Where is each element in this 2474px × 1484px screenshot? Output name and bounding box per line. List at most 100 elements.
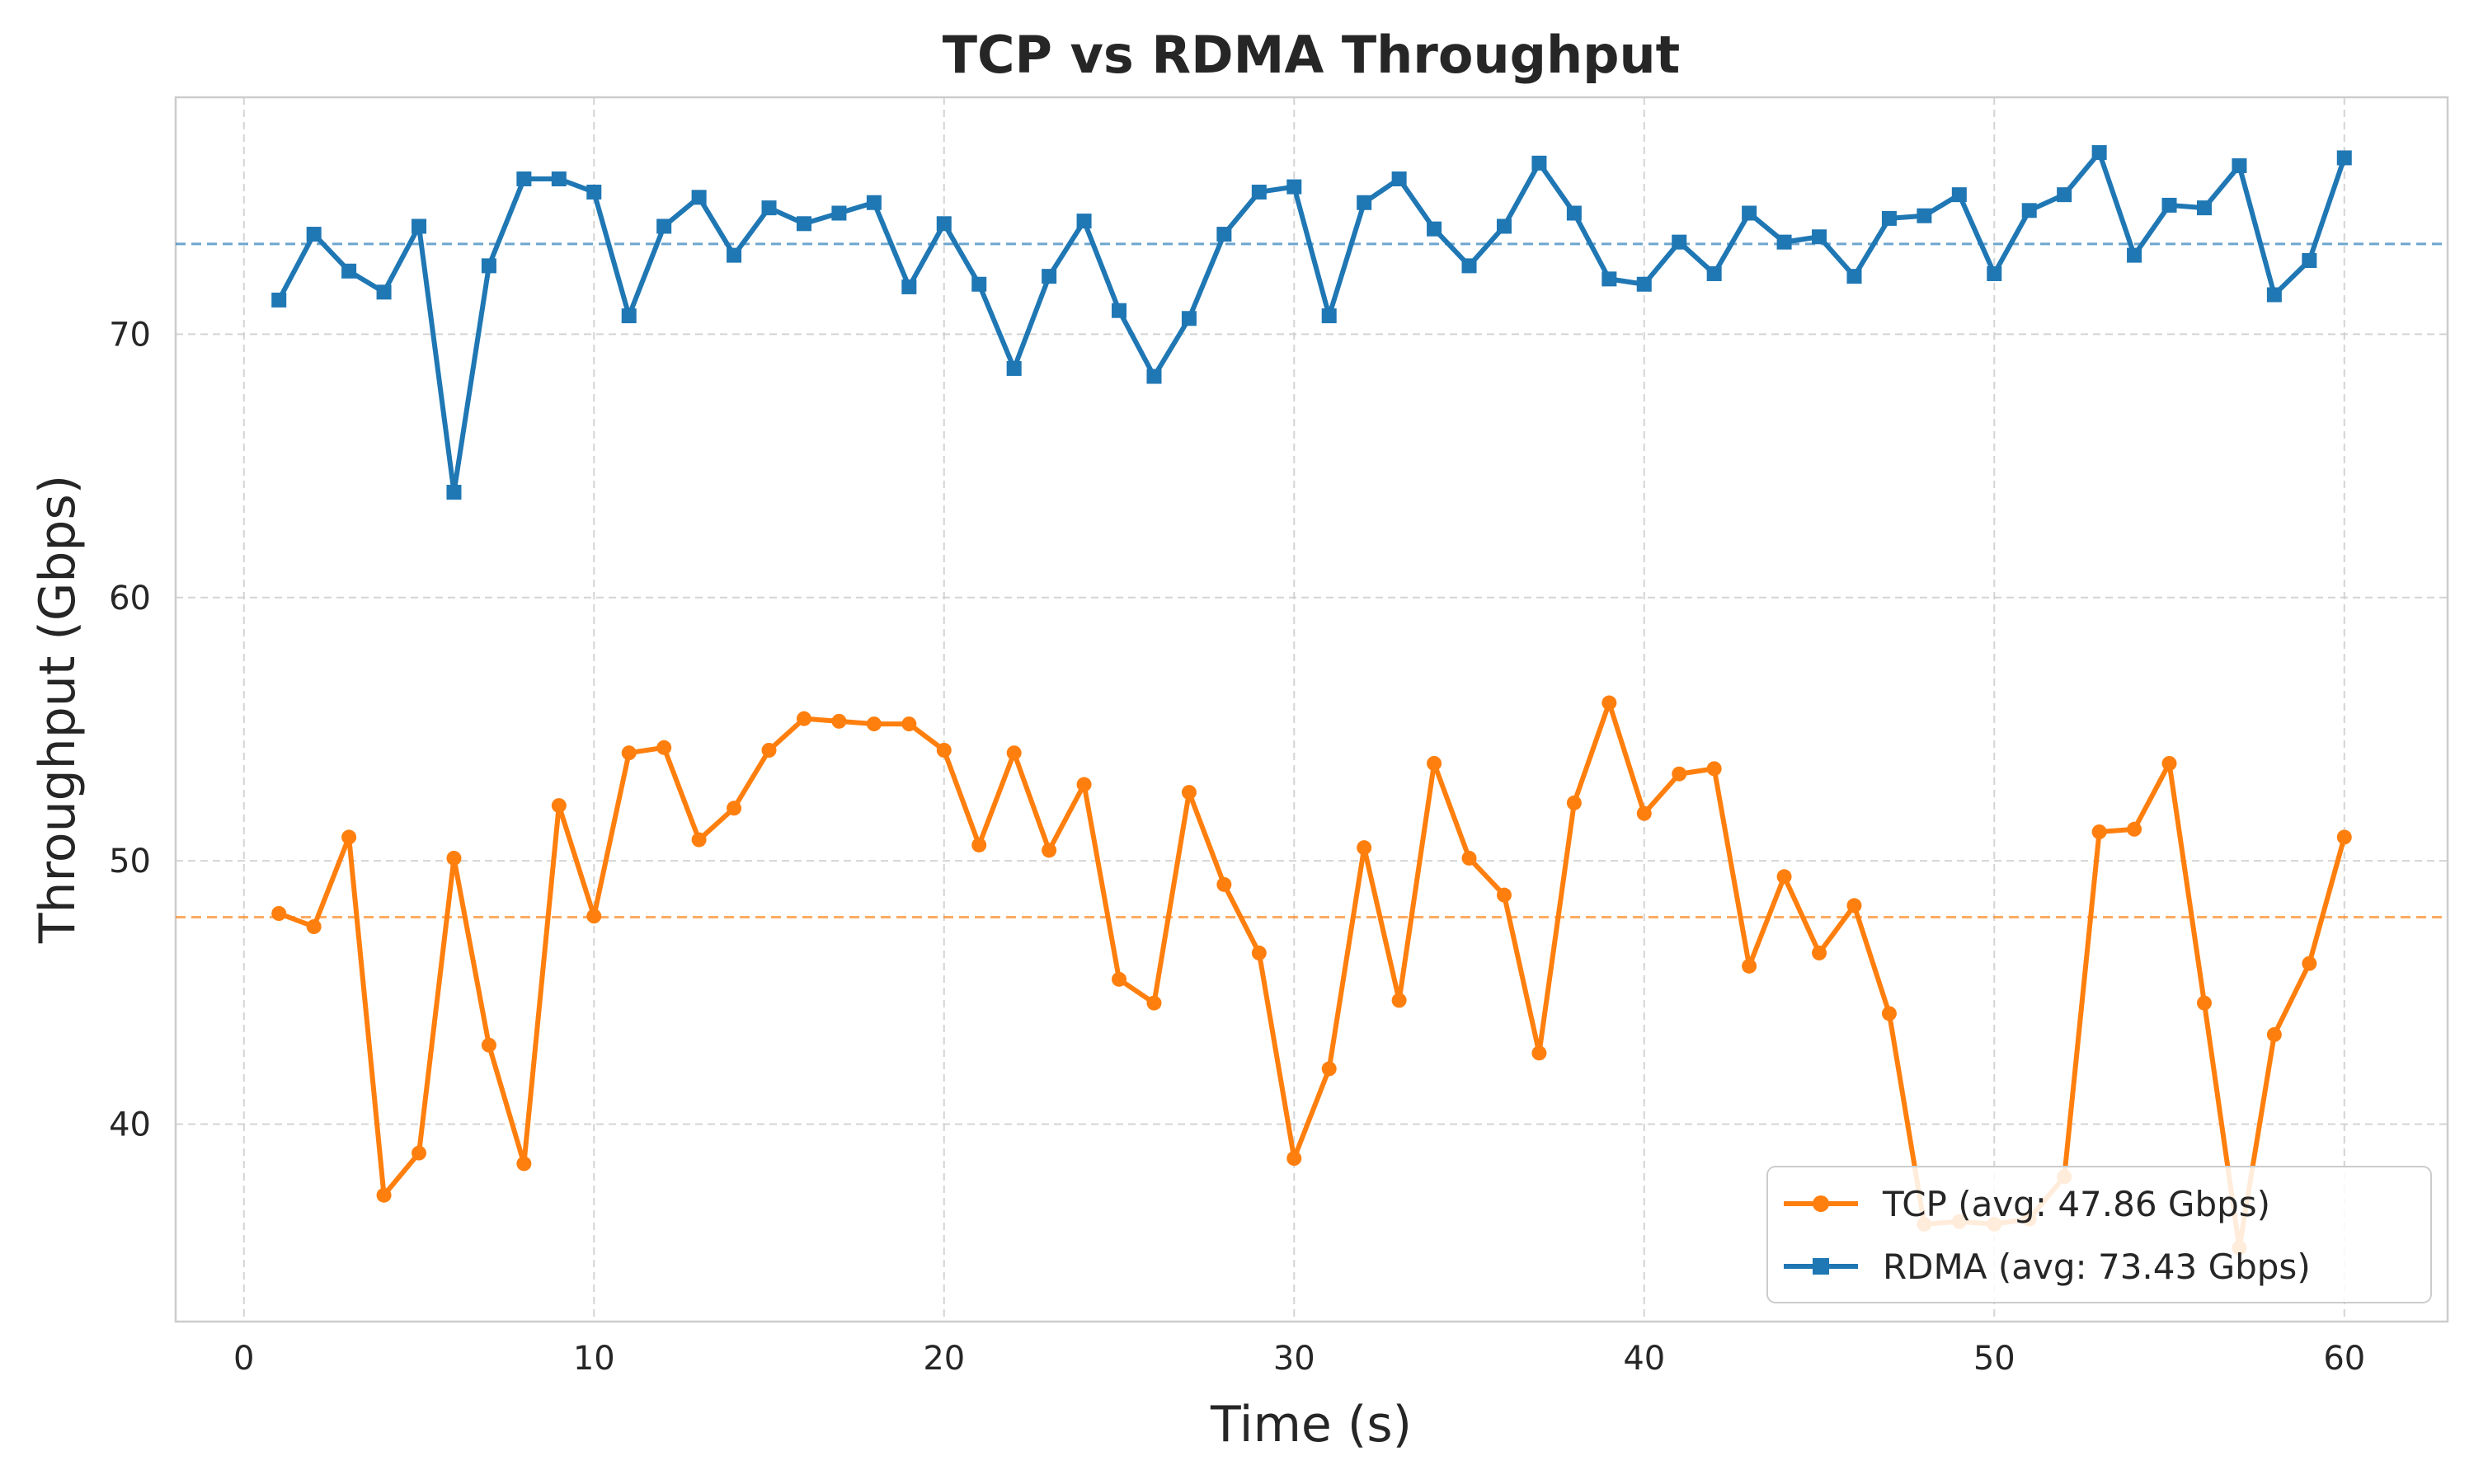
data-point [481,1037,496,1053]
data-point [1427,755,1442,771]
data-point [2302,956,2317,971]
data-point [1672,766,1687,782]
data-point [1776,869,1792,885]
data-point [761,743,777,758]
data-point [1706,265,1722,281]
data-point [341,263,357,279]
legend-box [1766,1166,2432,1303]
data-point [271,292,287,308]
x-tick-label: 0 [233,1340,254,1378]
y-axis-label: Throughput (Gbps) [29,475,87,944]
data-point [1112,303,1127,318]
y-tick-label: 50 [109,843,151,881]
data-point [936,743,952,758]
data-point [1461,258,1477,274]
data-point [2336,829,2352,845]
data-point [1742,205,1757,221]
y-tick-label: 40 [109,1106,151,1144]
data-point [551,798,567,814]
data-point [1881,210,1897,226]
x-tick-label: 10 [573,1340,615,1378]
data-point [1496,218,1512,234]
data-point [1112,971,1127,987]
y-tick-label: 70 [109,316,151,354]
data-point [1461,850,1477,866]
data-point [971,276,987,292]
series-line [276,150,2347,495]
data-point [306,918,322,934]
data-point [1812,945,1827,960]
data-point [1846,898,1862,913]
data-point [1181,785,1197,801]
data-point [796,711,811,726]
data-point [727,247,742,263]
data-point [1812,229,1827,245]
data-point [376,1187,392,1203]
x-axis-label: Time (s) [1210,1396,1412,1453]
data-point [727,801,742,816]
data-point [901,716,917,732]
y-axis-ticks: 40 50 60 70 [109,316,151,1144]
data-point [1496,887,1512,903]
legend-label: RDMA (avg: 73.43 Gbps) [1883,1247,2311,1287]
data-point [1146,369,1162,384]
data-point [586,909,602,924]
x-tick-label: 30 [1273,1340,1315,1378]
legend-label: TCP (avg: 47.86 Gbps) [1882,1184,2270,1224]
data-point [2021,203,2037,218]
data-point [2196,995,2212,1011]
data-point [1742,958,1757,974]
data-point [2232,158,2247,174]
data-point [656,740,672,755]
data-point [1006,360,1022,376]
data-point [1391,993,1407,1008]
data-point [691,832,707,848]
data-point [551,171,567,186]
data-point [1357,195,1372,210]
data-point [831,205,847,221]
data-point [1216,227,1232,242]
data-point [1531,1045,1547,1061]
data-point [2336,150,2352,166]
data-point [1636,805,1652,821]
data-point [2266,1026,2282,1042]
legend-marker [1813,1195,1829,1212]
data-point [516,1156,532,1172]
data-point [341,829,357,845]
data-point [796,216,811,232]
data-point [1006,745,1022,761]
data-point [831,713,847,729]
data-point [2091,824,2107,839]
data-point [1251,184,1267,200]
data-point [2057,187,2072,203]
data-point [2266,287,2282,303]
data-point [446,485,462,500]
data-point [1076,214,1092,229]
data-point [1846,269,1862,284]
y-tick-label: 60 [109,580,151,618]
data-point [1181,311,1197,326]
data-point [2196,200,2212,216]
data-point [1706,761,1722,777]
legend: TCP (avg: 47.86 Gbps) RDMA (avg: 73.43 Gb… [1766,1166,2432,1303]
data-point [516,171,532,186]
data-point [2302,253,2317,268]
data-point [1146,995,1162,1011]
data-point [1881,1006,1897,1021]
data-point [446,850,462,866]
data-point [586,184,602,200]
data-point [2127,247,2142,263]
x-tick-label: 40 [1623,1340,1665,1378]
data-point [1566,205,1582,221]
data-point [1602,695,1617,711]
data-point [1602,271,1617,287]
data-point [2091,145,2107,161]
data-point [866,716,882,732]
data-point [1531,155,1547,171]
data-point [1042,269,1057,284]
data-point [306,227,322,242]
x-axis-ticks: 0 10 20 30 40 50 60 [233,1340,2365,1378]
data-point [1917,208,1932,223]
data-point [1042,843,1057,858]
